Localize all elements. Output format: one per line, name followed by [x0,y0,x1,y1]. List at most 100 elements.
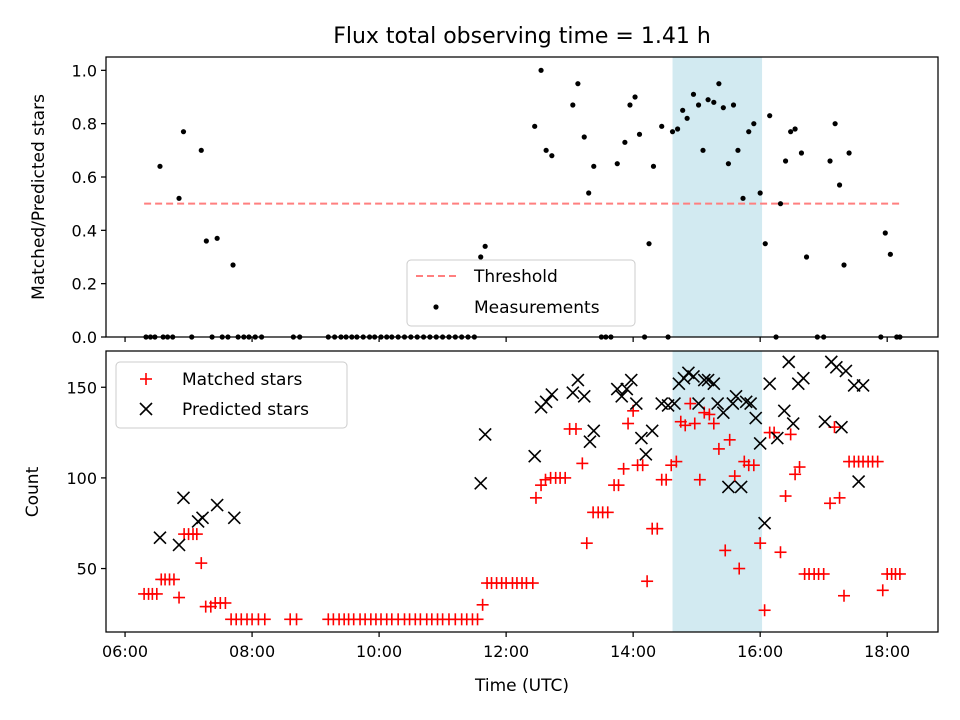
matched-star-point [290,613,303,626]
matched-star-point [838,589,851,602]
predicted-star-point [571,373,585,387]
measurement-point [782,158,789,164]
matched-star-point [539,473,552,486]
observing-window-shade-bottom [672,351,763,632]
predicted-star-point [839,364,853,378]
chart-title: Flux total observing time = 1.41 h [333,24,711,49]
y-tick-label: 0.2 [72,275,97,294]
y-tick-label: 0.6 [72,168,97,187]
matched-star-point [576,457,589,470]
bottom-plot-marks [138,355,906,626]
measurement-point [841,262,847,268]
legend-matched-swatch [140,373,152,385]
predicted-star-point [634,431,648,445]
predicted-star-point [645,424,659,438]
matched-star-point [219,596,232,609]
matched-star-point [569,422,582,435]
matched-star-point [728,470,741,483]
matched-star-point [747,459,760,472]
predicted-star-point [782,355,796,369]
measurement-point [632,94,638,100]
legend-predicted-label: Predicted stars [182,400,309,420]
predicted-star-point [153,531,167,545]
measurement-point [532,123,538,129]
predicted-star-point [734,480,748,494]
predicted-star-point [818,415,832,429]
x-tick-label: 18:00 [864,642,910,661]
matched-star-point [679,419,692,432]
predicted-star-point [686,369,701,383]
y-tick-label: 50 [77,560,97,579]
predicted-star-point [629,397,643,411]
y-tick-label: 150 [66,378,97,397]
measurement-point [586,190,592,196]
predicted-star-point [729,389,743,403]
measurement-point [680,107,686,113]
predicted-star-point [829,360,843,374]
measurement-point [767,113,773,119]
matched-star-point [779,490,792,503]
predicted-star-point [770,431,784,445]
measurement-point [832,121,838,127]
y-tick-label: 1.0 [72,61,97,80]
top-y-axis-label: Matched/Predicted stars [29,94,49,300]
predicted-star-point [834,420,849,434]
top-panel: Flux total observing time = 1.41 h 0.00.… [29,24,939,347]
bottom-y-axis-ticks: 50 100 150 [66,378,106,579]
matched-star-point [529,491,542,504]
matched-star-point [617,462,630,475]
predicted-star-point [707,377,721,391]
matched-star-point [526,577,539,590]
matched-star-point [774,546,787,559]
predicted-star-point [739,395,753,409]
matched-star-point [190,528,203,541]
matched-star-point [150,587,163,600]
matched-star-point [670,455,683,468]
predicted-star-point [172,538,186,552]
matched-star-point [703,408,716,421]
x-tick-label: 08:00 [229,642,275,661]
matched-star-point [817,567,830,580]
measurement-point [627,102,633,108]
predicted-star-point [195,511,210,525]
matched-star-point [660,473,673,486]
measurement-point [720,105,726,111]
measurement-point [157,163,163,169]
matched-star-point [893,567,906,580]
predicted-star-point [478,427,492,441]
matched-star-point [612,479,625,492]
measurement-point [757,190,763,196]
x-tick-label: 14:00 [610,642,656,661]
measurement-point [777,201,784,207]
predicted-star-point [691,397,706,411]
measurement-point [478,254,484,260]
matched-star-point [258,613,271,626]
matched-star-point [173,591,186,604]
predicted-star-point [697,373,711,387]
top-legend-box [406,259,636,327]
measurement-point [836,182,843,188]
predicted-star-point [753,436,767,451]
predicted-star-point [777,404,791,418]
predicted-star-point [615,389,629,403]
x-tick-label: 06:00 [102,642,148,661]
measurement-point [614,161,620,167]
bottom-legend: Matched stars Predicted stars [115,361,348,429]
measurement-point [846,150,852,156]
bottom-x-axis-ticks: 06:00 08:00 10:00 12:00 14:00 16:00 18:00 [102,632,910,661]
measurement-point [695,102,702,108]
matched-star-point [636,459,649,472]
matched-star-point [733,562,746,575]
measurement-point [198,147,204,153]
matched-star-point [641,575,654,588]
observing-window-shade-top [672,57,763,337]
x-tick-label: 10:00 [356,642,402,661]
matched-star-point [768,426,781,439]
measurement-point [792,126,798,132]
matched-star-point [693,473,706,486]
measurement-point [669,129,676,135]
predicted-star-point [528,449,542,463]
matched-star-point [684,397,697,410]
measurement-point [730,102,737,108]
